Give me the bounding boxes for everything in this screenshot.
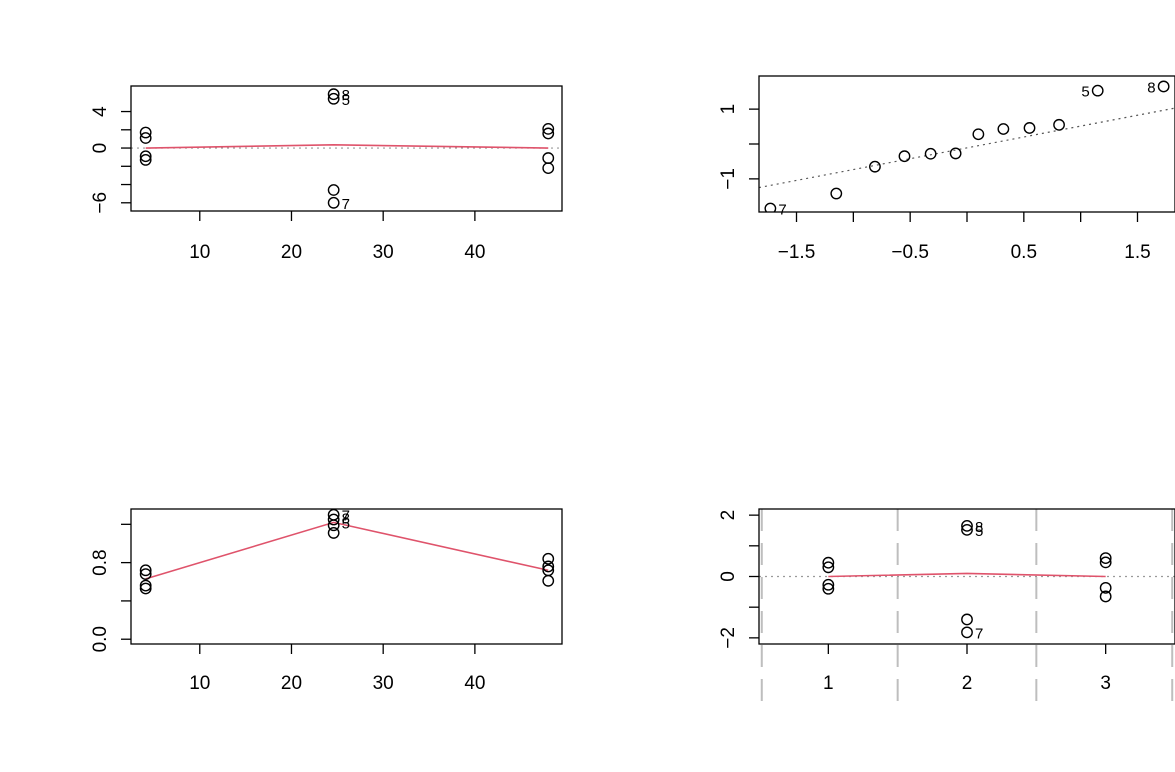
x-tick-label: 0.5 — [1011, 242, 1037, 263]
point-label: 5 — [975, 523, 983, 540]
point-label: 7 — [975, 625, 983, 642]
data-point — [139, 126, 152, 139]
x-tick-label: 1 — [823, 673, 834, 694]
data-point — [327, 92, 340, 105]
qq-reference-line — [759, 107, 1175, 189]
data-point — [139, 568, 152, 581]
data-point — [139, 150, 152, 163]
y-tick-label: 0 — [718, 571, 739, 582]
data-point — [924, 147, 937, 160]
point-label: 7 — [342, 196, 350, 213]
x-tick-label: 3 — [1100, 673, 1111, 694]
y-tick-label: 1 — [718, 104, 739, 115]
data-point — [1099, 590, 1112, 603]
smooth-line — [828, 572, 1106, 578]
data-point — [830, 187, 843, 200]
y-tick-label: 0.0 — [90, 626, 111, 652]
x-tick-label: −0.5 — [891, 242, 929, 263]
data-point — [327, 513, 340, 526]
plot-frame — [758, 75, 1175, 213]
data-point — [997, 123, 1010, 135]
data-point — [542, 560, 555, 573]
data-point — [327, 527, 340, 539]
x-tick-label: 20 — [281, 242, 302, 263]
panel-sl: 785 10 20 30 40 0.0 0.8 — [90, 508, 563, 694]
data-point — [869, 160, 881, 173]
data-point — [1099, 581, 1112, 594]
panel-lev: 85 7 1 2 3 −2 0 2 — [718, 508, 1175, 704]
panel-qq: 7 5 8 −1.5 −0.5 0.5 1.5 −1 1 — [718, 75, 1175, 263]
data-point — [961, 613, 973, 626]
plot-region — [759, 80, 1175, 212]
x-tick-label: 20 — [281, 673, 302, 694]
data-point — [327, 184, 340, 196]
x-tick-label: 30 — [373, 242, 394, 263]
data-point — [1091, 84, 1104, 97]
plot-frame — [130, 508, 563, 645]
plot-frame — [758, 508, 1175, 645]
data-point — [961, 519, 973, 532]
data-point — [542, 122, 555, 135]
y-tick-label: −2 — [718, 627, 739, 649]
smooth-line — [145, 521, 549, 580]
data-point — [139, 564, 152, 577]
y-tick-label: 0 — [90, 143, 111, 154]
data-point — [898, 150, 911, 163]
data-point — [139, 154, 152, 166]
data-point — [139, 579, 152, 592]
data-point — [949, 147, 962, 160]
smooth-line — [145, 144, 549, 149]
data-point — [1099, 556, 1112, 569]
data-point — [542, 552, 555, 565]
y-tick-label: 4 — [90, 106, 111, 117]
data-point — [1053, 118, 1065, 131]
data-point — [542, 162, 555, 175]
x-tick-label: 10 — [189, 673, 210, 694]
data-point — [327, 519, 340, 532]
point-label: 8 — [342, 87, 350, 104]
y-tick-label: −1 — [718, 168, 739, 190]
data-point — [822, 582, 835, 595]
x-tick-label: 2 — [962, 673, 973, 694]
y-tick-label: 0.8 — [90, 549, 111, 575]
panel-rvf: 85 7 10 20 30 40 −6 0 4 — [90, 85, 563, 263]
plot-region — [139, 509, 555, 595]
point-label: 5 — [342, 92, 350, 109]
data-point — [542, 574, 555, 587]
y-tick-label: −6 — [90, 192, 111, 214]
x-tick-label: 30 — [373, 673, 394, 694]
data-point — [139, 582, 152, 595]
data-point — [139, 132, 152, 144]
point-label: 8 — [975, 519, 983, 536]
point-label: 7 — [778, 202, 786, 219]
x-tick-label: −1.5 — [778, 242, 816, 263]
x-tick-label: 1.5 — [1124, 242, 1150, 263]
data-point — [822, 578, 835, 591]
data-point — [1099, 552, 1112, 564]
point-label: 5 — [342, 515, 350, 532]
data-point — [1157, 80, 1170, 93]
data-point — [327, 88, 340, 101]
data-point — [764, 202, 777, 212]
data-point — [1023, 122, 1036, 134]
y-tick-label: 2 — [718, 510, 739, 521]
x-tick-label: 10 — [189, 242, 210, 263]
point-label: 8 — [1147, 79, 1155, 96]
data-point — [327, 196, 340, 209]
data-point — [542, 152, 555, 164]
data-point — [961, 626, 973, 639]
point-label: 8 — [342, 511, 350, 528]
data-point — [972, 128, 985, 141]
plot-region — [759, 519, 1175, 639]
data-point — [822, 561, 835, 574]
x-tick-label: 40 — [464, 673, 485, 694]
point-label: 7 — [342, 508, 350, 525]
data-point — [961, 523, 973, 536]
point-label: 5 — [1081, 84, 1089, 101]
data-point — [542, 127, 555, 140]
plot-region — [131, 88, 562, 209]
data-point — [822, 556, 835, 569]
x-tick-label: 40 — [464, 242, 485, 263]
